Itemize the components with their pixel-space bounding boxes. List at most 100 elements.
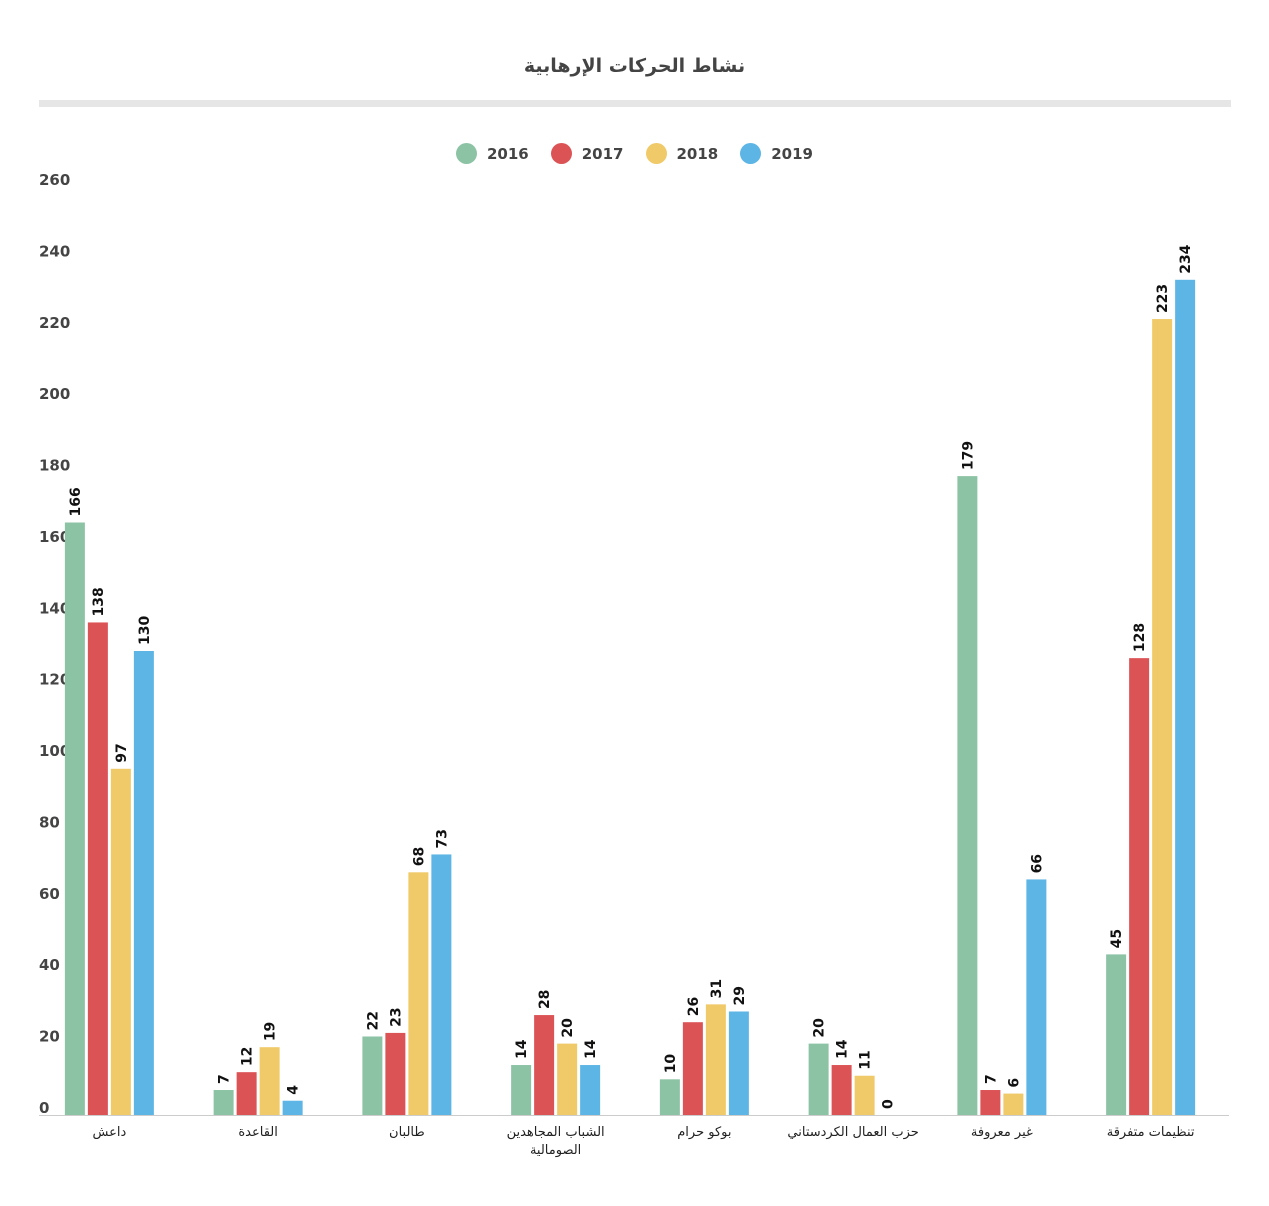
data-label-2019-6: 66	[1029, 854, 1045, 873]
bar-2019-6[interactable]	[1026, 879, 1047, 1115]
data-label-2019-1: 4	[286, 1085, 302, 1095]
bar-2019-7[interactable]	[1175, 279, 1196, 1115]
legend-label-2017: 2017	[581, 144, 624, 163]
y-tick-label: 200	[39, 385, 70, 403]
bar-2018-0[interactable]	[110, 768, 131, 1115]
y-tick-label: 180	[39, 457, 70, 475]
data-label-2016-1: 7	[217, 1074, 233, 1084]
bar-2017-2[interactable]	[385, 1032, 406, 1115]
data-label-2016-0: 166	[68, 487, 84, 516]
y-tick-label: 240	[39, 242, 70, 260]
x-category-label: تنظيمات متفرقة	[1107, 1125, 1195, 1140]
data-label-2016-4: 10	[663, 1054, 679, 1074]
data-label-2019-0: 130	[137, 616, 153, 645]
bar-2016-3[interactable]	[511, 1065, 532, 1115]
data-label-2017-4: 26	[686, 997, 702, 1016]
bar-2018-7[interactable]	[1152, 319, 1173, 1115]
bar-2016-4[interactable]	[659, 1079, 680, 1115]
legend-swatch-2019	[740, 143, 762, 164]
x-category-label: القاعدة	[238, 1125, 278, 1140]
bar-2019-3[interactable]	[580, 1065, 601, 1115]
y-tick-label: 100	[39, 742, 70, 760]
legend-swatch-2016	[456, 143, 477, 164]
y-tick-label: 60	[39, 885, 60, 903]
data-label-2016-7: 45	[1109, 929, 1125, 948]
bar-2018-1[interactable]	[259, 1047, 280, 1115]
x-category-label: الشباب المجاهدين الصومالية	[507, 1125, 605, 1158]
y-tick-label: 260	[39, 171, 70, 189]
bar-2017-1[interactable]	[236, 1072, 257, 1115]
data-label-2019-4: 29	[732, 986, 748, 1005]
bar-2018-4[interactable]	[705, 1004, 726, 1115]
data-label-2016-6: 179	[960, 441, 976, 470]
bar-2017-7[interactable]	[1129, 658, 1150, 1115]
data-label-2018-6: 6	[1006, 1078, 1022, 1088]
x-category-label: غير معروفة	[971, 1125, 1033, 1140]
legend-item-2017[interactable]: 2017	[550, 143, 624, 164]
data-label-2016-3: 14	[514, 1039, 530, 1059]
x-category-label: داعش	[93, 1125, 127, 1140]
bar-2019-0[interactable]	[133, 651, 154, 1115]
x-category-label: حزب العمال الكردستاني	[787, 1125, 918, 1140]
bar-2016-0[interactable]	[64, 522, 85, 1115]
bar-2017-3[interactable]	[534, 1015, 555, 1115]
bar-2019-4[interactable]	[728, 1011, 749, 1115]
y-tick-label: 40	[39, 956, 60, 974]
bar-2016-1[interactable]	[213, 1090, 234, 1115]
legend: 2016 2017 2018 2019	[0, 143, 1269, 164]
legend-item-2016[interactable]: 2016	[456, 143, 529, 164]
data-label-2019-5: 0	[881, 1099, 897, 1109]
data-label-2017-6: 7	[983, 1074, 999, 1084]
bar-2018-6[interactable]	[1003, 1093, 1024, 1115]
data-label-2017-3: 28	[537, 990, 553, 1009]
data-label-2019-2: 73	[434, 829, 450, 848]
data-label-2016-5: 20	[812, 1018, 828, 1038]
data-label-2019-3: 14	[583, 1039, 599, 1059]
bar-2017-5[interactable]	[831, 1065, 852, 1115]
bar-2019-1[interactable]	[282, 1100, 303, 1115]
data-label-2017-2: 23	[388, 1007, 404, 1026]
x-category-label: طالبان	[389, 1125, 425, 1140]
data-label-2018-7: 223	[1155, 284, 1171, 313]
bar-2018-2[interactable]	[408, 872, 429, 1115]
data-label-2017-0: 138	[91, 587, 107, 616]
legend-item-2018[interactable]: 2018	[645, 143, 719, 164]
bar-2016-5[interactable]	[808, 1043, 829, 1115]
y-tick-label: 20	[39, 1028, 60, 1046]
y-tick-label: 0	[39, 1099, 49, 1117]
data-label-2018-4: 31	[709, 979, 725, 998]
bar-2018-3[interactable]	[557, 1043, 578, 1115]
bar-2017-0[interactable]	[87, 622, 108, 1115]
title-divider	[39, 100, 1231, 107]
data-label-2017-7: 128	[1132, 623, 1148, 652]
legend-item-2019[interactable]: 2019	[740, 143, 813, 164]
data-label-2019-7: 234	[1178, 244, 1194, 273]
data-label-2018-0: 97	[114, 743, 130, 762]
bar-2016-6[interactable]	[957, 476, 978, 1116]
data-label-2018-1: 19	[263, 1022, 279, 1041]
bar-2016-7[interactable]	[1106, 954, 1127, 1115]
bar-2017-4[interactable]	[682, 1022, 703, 1115]
y-tick-label: 80	[39, 813, 60, 831]
data-label-2018-3: 20	[560, 1018, 576, 1038]
y-tick-label: 220	[39, 314, 70, 332]
data-label-2017-1: 12	[240, 1047, 256, 1066]
legend-swatch-2017	[550, 143, 572, 164]
y-tick-label: 140	[39, 599, 70, 617]
data-label-2018-2: 68	[411, 847, 427, 866]
x-category-label: بوكو حرام	[677, 1125, 731, 1140]
bar-2017-6[interactable]	[980, 1090, 1001, 1115]
data-label-2016-2: 22	[365, 1011, 381, 1030]
bar-2018-5[interactable]	[854, 1075, 875, 1115]
legend-swatch-2018	[645, 143, 667, 164]
data-label-2018-5: 11	[858, 1050, 874, 1069]
bar-2019-2[interactable]	[431, 854, 452, 1115]
legend-label-2018: 2018	[676, 144, 719, 163]
chart-title: نشاط الحركات الإرهابية	[523, 55, 746, 77]
data-label-2017-5: 14	[835, 1039, 851, 1059]
y-tick-label: 120	[39, 671, 70, 689]
bar-2016-2[interactable]	[362, 1036, 383, 1115]
legend-label-2019: 2019	[771, 144, 813, 163]
y-tick-label: 160	[39, 528, 70, 546]
